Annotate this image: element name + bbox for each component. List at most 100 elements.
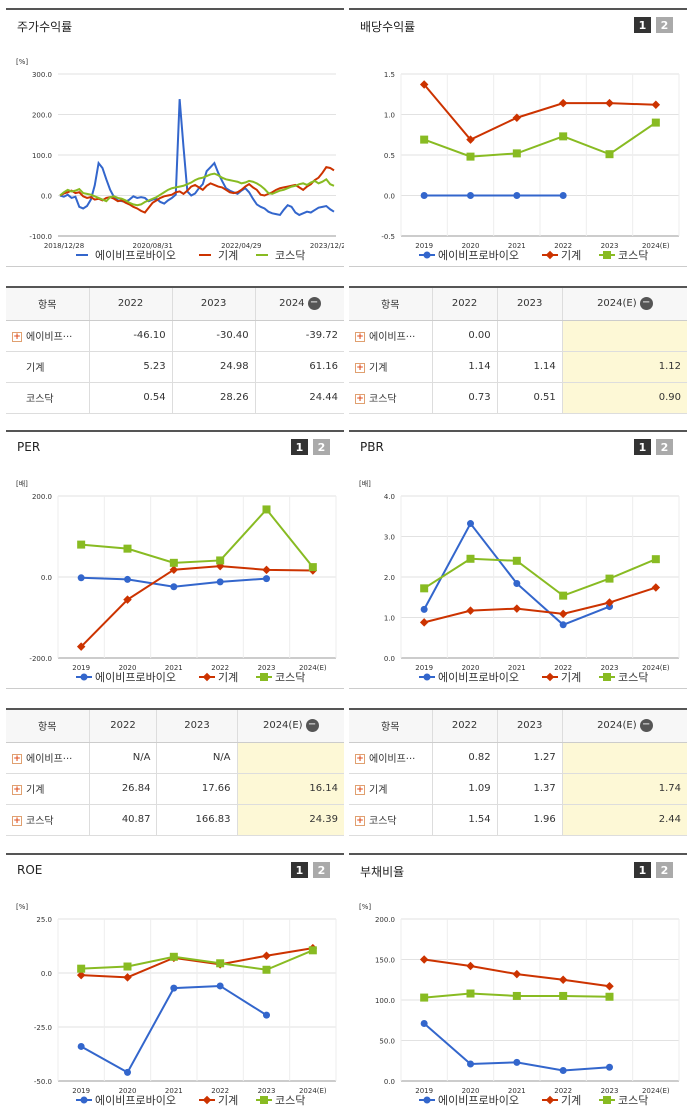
- legend-marker: [260, 1096, 268, 1104]
- pbr-table: 항목 2022 2023 2024(E) − + 에이비프··· 0.82 1.27 + 기계 1.0…: [349, 708, 687, 836]
- value-cell: -46.10: [88, 320, 173, 352]
- y-tick-label: 3.0: [384, 534, 395, 542]
- value-cell: 17.66: [156, 773, 238, 805]
- data-point: [77, 540, 86, 549]
- series-line: [81, 949, 314, 971]
- x-tick-label: 2020: [462, 242, 480, 250]
- expand-icon[interactable]: +: [355, 754, 365, 764]
- collapse-icon[interactable]: −: [305, 719, 319, 733]
- x-tick-label: 2022: [554, 242, 572, 250]
- row-name-label: 코스닥: [369, 816, 397, 827]
- expand-icon[interactable]: +: [12, 754, 22, 764]
- data-point: [123, 544, 132, 553]
- x-tick-label: 2021: [165, 1087, 183, 1095]
- expand-icon[interactable]: +: [12, 816, 22, 826]
- x-tick-label: 2023: [601, 1087, 619, 1095]
- series-line: [80, 984, 268, 1074]
- tab-annual-button[interactable]: 1: [634, 862, 651, 878]
- tab-quarter-button[interactable]: 2: [313, 439, 330, 455]
- legend-label: 에이비프로바이오: [95, 249, 176, 262]
- data-point: [467, 1060, 474, 1068]
- collapse-icon[interactable]: −: [307, 297, 321, 311]
- x-tick-label: 2023: [601, 242, 619, 250]
- y-tick-label: -0.5: [381, 233, 395, 241]
- data-point: [170, 984, 178, 992]
- value-cell: 0.00: [431, 320, 498, 352]
- legend-label: 에이비프로바이오: [438, 1094, 519, 1107]
- period-toggle: 1 2: [634, 17, 673, 33]
- row-name-cell: + 기계: [349, 773, 432, 805]
- chart-svg: [배] 4.0 3.0 2.0 1.0 0.0 2019 2020 2021 2022 2023 20…: [359, 479, 680, 684]
- collapse-icon[interactable]: −: [639, 719, 653, 733]
- expand-icon[interactable]: +: [355, 363, 365, 373]
- data-point: [606, 1063, 613, 1071]
- tab-quarter-button[interactable]: 2: [313, 862, 330, 878]
- expand-icon[interactable]: +: [355, 816, 365, 826]
- data-point: [466, 989, 475, 998]
- data-point: [420, 584, 429, 593]
- value-cell: 5.23: [88, 351, 173, 383]
- table-row: + 코스닥 40.87 166.83 24.39: [6, 804, 344, 836]
- column-header: 2023: [156, 708, 238, 743]
- x-tick-label: 2020: [462, 664, 480, 672]
- expand-icon[interactable]: +: [355, 785, 365, 795]
- data-point: [420, 605, 428, 613]
- data-point: [558, 609, 568, 619]
- tab-quarter-button[interactable]: 2: [656, 862, 673, 878]
- legend-marker: [80, 1096, 88, 1104]
- column-header: 2024−: [254, 286, 344, 321]
- data-point: [512, 113, 522, 122]
- axis-unit: [배]: [16, 479, 28, 488]
- y-tick-label: 0.0: [384, 655, 395, 663]
- x-tick-label: 2024(E): [642, 664, 670, 672]
- value-cell: N/A: [88, 742, 157, 774]
- row-name-cell: 기계: [6, 351, 89, 383]
- panel-title: 배당수익률: [360, 20, 416, 34]
- value-cell: 28.26: [171, 382, 256, 414]
- legend-label: 에이비프로바이오: [95, 671, 176, 684]
- tab-annual-button[interactable]: 1: [634, 439, 651, 455]
- data-point: [512, 604, 522, 613]
- series-line: [59, 99, 335, 217]
- legend-label: 코스닥: [618, 671, 648, 684]
- value-cell: 40.87: [88, 804, 157, 836]
- column-header: 항목: [6, 286, 89, 321]
- expand-icon[interactable]: +: [12, 332, 22, 342]
- data-point: [651, 555, 660, 564]
- tab-annual-button[interactable]: 1: [291, 862, 308, 878]
- column-header: 2023: [171, 286, 256, 321]
- column-header: 항목: [349, 708, 432, 743]
- value-cell: 2.44: [561, 804, 687, 836]
- tab-annual-button[interactable]: 1: [634, 17, 651, 33]
- tab-quarter-button[interactable]: 2: [656, 439, 673, 455]
- column-header: 2023: [496, 708, 563, 743]
- y-tick-label: 200.0: [375, 916, 395, 924]
- row-name-label: 에이비프···: [369, 754, 416, 765]
- table-row: 기계 5.23 24.98 61.16: [6, 351, 344, 383]
- expand-icon[interactable]: +: [12, 785, 22, 795]
- chart-svg: [%] 25.0 0.0 -25.0 -50.0 2019 2020 2021 2022 2023…: [16, 903, 337, 1107]
- x-tick-label: 2022: [554, 1087, 572, 1095]
- row-name-cell: + 기계: [6, 773, 89, 805]
- data-point: [513, 579, 521, 587]
- value-cell: 0.90: [561, 382, 687, 414]
- data-point: [262, 951, 271, 960]
- roe-chart: [%] 25.0 0.0 -25.0 -50.0 2019 2020 2021 2022 2023…: [6, 885, 344, 1115]
- collapse-icon[interactable]: −: [639, 297, 653, 311]
- data-point: [124, 575, 131, 583]
- value-cell: 1.37: [496, 773, 563, 805]
- data-point: [420, 1019, 428, 1027]
- tab-annual-button[interactable]: 1: [291, 439, 308, 455]
- expand-icon[interactable]: +: [355, 332, 365, 342]
- x-tick-label: 2024(E): [642, 242, 670, 250]
- tab-quarter-button[interactable]: 2: [656, 17, 673, 33]
- value-cell: 1.74: [561, 773, 687, 805]
- value-cell: 61.16: [254, 351, 344, 383]
- panel-title: 주가수익률: [17, 20, 73, 34]
- data-point: [512, 969, 522, 979]
- expand-icon[interactable]: +: [355, 394, 365, 404]
- y-tick-label: 0.0: [384, 1078, 395, 1086]
- legend-marker: [603, 673, 611, 681]
- period-toggle: 1 2: [634, 862, 673, 878]
- data-point: [76, 970, 86, 980]
